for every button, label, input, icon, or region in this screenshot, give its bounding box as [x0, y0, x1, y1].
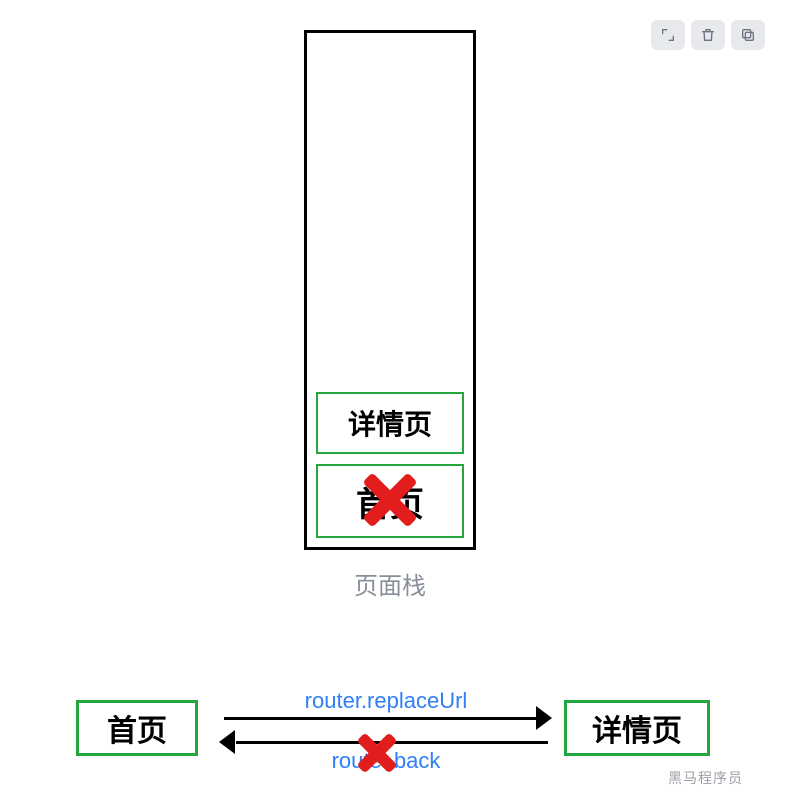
forward-arrow-line — [224, 717, 536, 720]
watermark-text: 黑马程序员 — [668, 768, 743, 788]
nav-home-label: 首页 — [107, 706, 167, 750]
stack-item-label: 详情页 — [348, 403, 432, 443]
nav-detail-box: 详情页 — [564, 700, 710, 756]
stack-caption: 页面栈 — [304, 566, 476, 601]
back-arrow-line — [236, 741, 548, 744]
trash-icon — [700, 27, 716, 43]
stack-item-home: 首页 — [316, 464, 464, 538]
copy-icon — [740, 27, 756, 43]
nav-detail-label: 详情页 — [592, 706, 682, 750]
expand-icon — [660, 27, 676, 43]
back-arrow-label: router.back — [224, 748, 548, 774]
expand-button[interactable] — [651, 20, 685, 50]
stack-item-label: 首页 — [356, 477, 424, 526]
back-arrow-head — [219, 730, 235, 754]
delete-button[interactable] — [691, 20, 725, 50]
forward-arrow-head — [536, 706, 552, 730]
forward-arrow-label: router.replaceUrl — [224, 688, 548, 714]
stack-item-detail: 详情页 — [316, 392, 464, 454]
copy-button[interactable] — [731, 20, 765, 50]
diagram-canvas: 详情页 首页 页面栈 首页 详情页 router.replaceUrl rout… — [8, 8, 777, 779]
diagram-toolbar — [651, 20, 765, 50]
nav-home-box: 首页 — [76, 700, 198, 756]
